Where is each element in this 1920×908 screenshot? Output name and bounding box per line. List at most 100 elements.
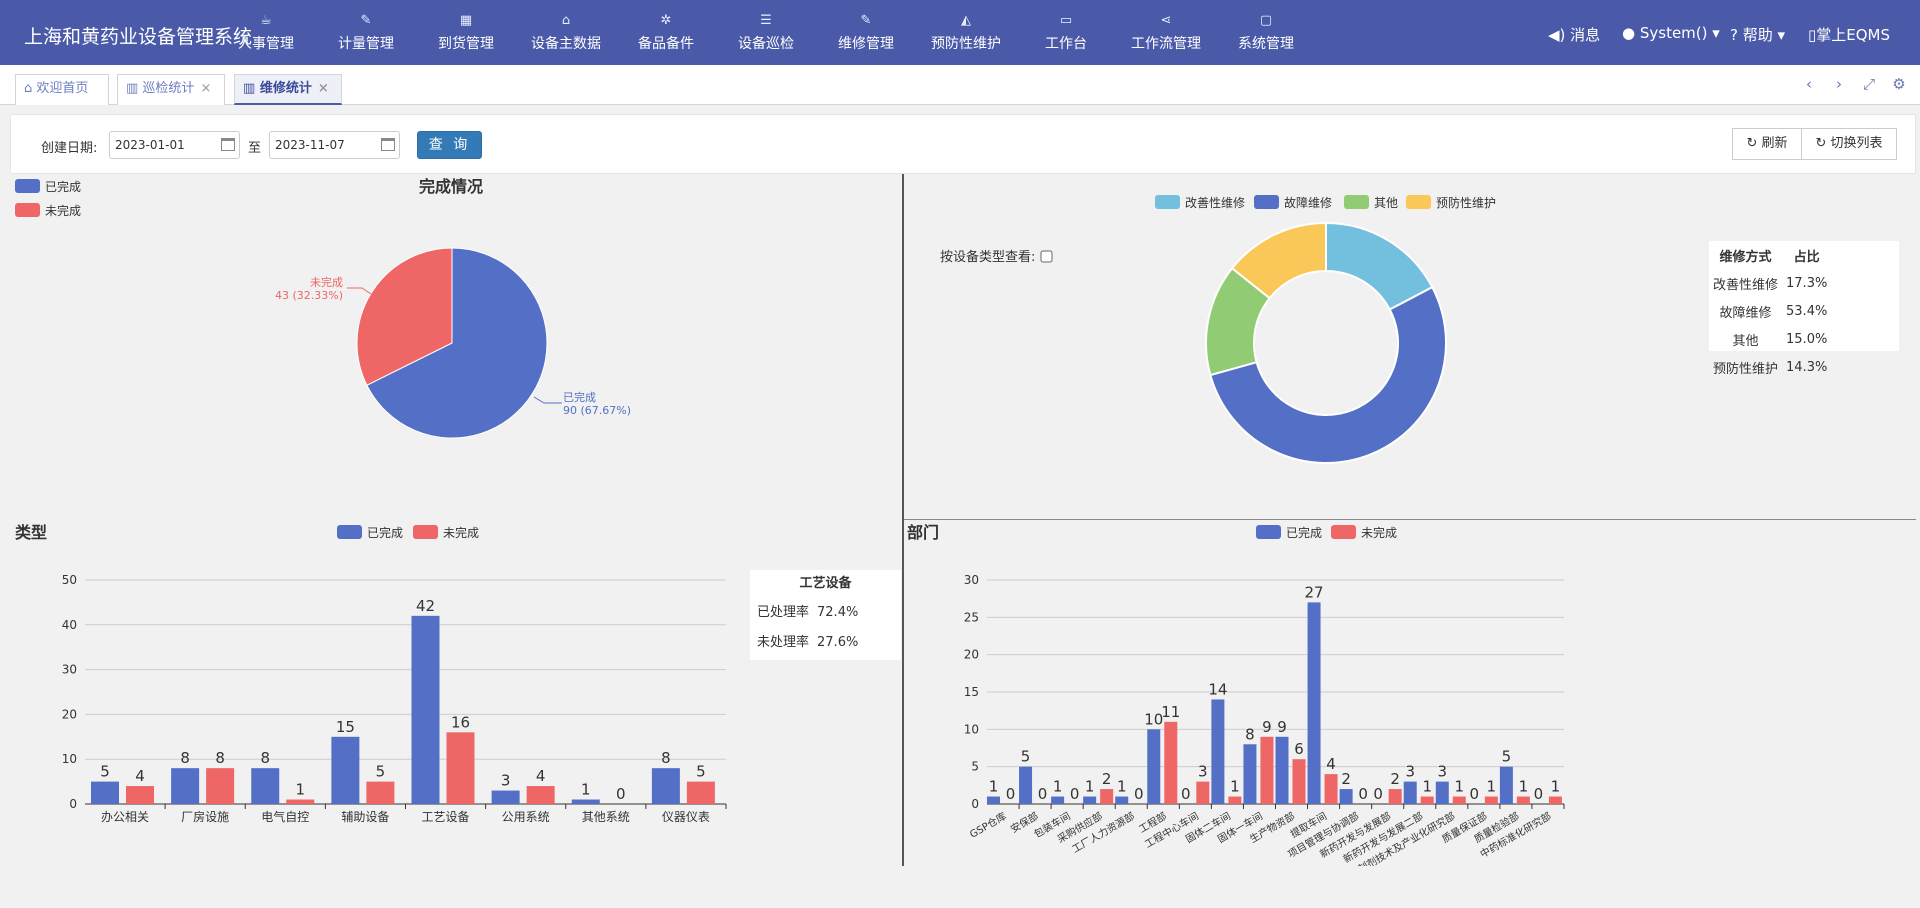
pie-slice[interactable] [356, 247, 453, 386]
bar[interactable] [171, 768, 200, 804]
pie-slice[interactable] [366, 247, 548, 439]
legend-swatch[interactable] [1331, 525, 1356, 539]
bar-value-label: 27 [1305, 583, 1324, 601]
legend-swatch[interactable] [1155, 195, 1180, 209]
nav-item[interactable]: ▭ 工作台 [1016, 12, 1116, 53]
legend-swatch[interactable] [1254, 195, 1279, 209]
close-icon[interactable]: × [317, 81, 329, 96]
bar[interactable] [1403, 781, 1417, 804]
bar[interactable] [1260, 736, 1274, 804]
legend-swatch[interactable] [1406, 195, 1431, 209]
bar[interactable] [1324, 774, 1338, 804]
coffee-icon: ☕ [260, 13, 272, 28]
bar[interactable] [686, 781, 715, 804]
tab-welcome[interactable]: ⌂ 欢迎首页 [15, 74, 109, 105]
bar[interactable] [446, 732, 475, 804]
refresh-button[interactable]: ↻ 刷新 [1732, 128, 1802, 160]
bar[interactable] [411, 615, 440, 804]
legend-label[interactable]: 改善性维修 [1185, 195, 1245, 210]
bar[interactable] [491, 790, 520, 804]
bar[interactable] [1164, 721, 1178, 804]
user-menu[interactable]: ● System() ▾ [1622, 24, 1720, 42]
bar[interactable] [286, 799, 315, 804]
help-menu[interactable]: ? 帮助 ▾ [1730, 26, 1786, 44]
legend-swatch[interactable] [337, 525, 362, 539]
bar[interactable] [1499, 766, 1513, 804]
donut-slice[interactable] [1209, 285, 1447, 464]
legend-label[interactable]: 故障维修 [1284, 195, 1332, 210]
bar[interactable] [571, 799, 600, 804]
donut-slice[interactable] [1230, 221, 1327, 300]
bar[interactable] [1484, 796, 1498, 804]
nav-item[interactable]: ⋖ 工作流管理 [1116, 12, 1216, 53]
nav-item[interactable]: ▦ 到货管理 [416, 12, 516, 53]
legend-label[interactable]: 预防性维护 [1436, 195, 1496, 210]
bar[interactable] [1083, 796, 1097, 804]
nav-item[interactable]: ◭ 预防性维护 [916, 12, 1016, 53]
switch-table-button[interactable]: ↻ 切换列表 [1801, 128, 1897, 160]
legend-label[interactable]: 其他 [1374, 196, 1398, 210]
start-date-input[interactable]: 2023-01-01 [109, 131, 240, 159]
close-icon[interactable]: × [200, 81, 212, 96]
nav-item-label: 系统管理 [1238, 36, 1294, 52]
bar[interactable] [1196, 781, 1210, 804]
bar-value-label: 3 [1405, 763, 1415, 781]
bar[interactable] [1275, 736, 1289, 804]
legend-label[interactable]: 已完成 [367, 525, 403, 540]
legend-swatch[interactable] [413, 525, 438, 539]
bar[interactable] [1516, 796, 1530, 804]
legend-label[interactable]: 已完成 [1286, 525, 1322, 540]
chevron-left-icon[interactable]: ‹ [1806, 75, 1812, 93]
device-type-checkbox[interactable] [1040, 250, 1053, 263]
legend-swatch[interactable] [15, 203, 40, 217]
bar[interactable] [1051, 796, 1065, 804]
bar[interactable] [1243, 744, 1257, 804]
tab-inspection-stats[interactable]: ▥ 巡检统计 × [117, 74, 225, 105]
legend-label[interactable]: 未完成 [443, 525, 479, 540]
bar[interactable] [1292, 759, 1306, 804]
nav-item[interactable]: ✎ 维修管理 [816, 12, 916, 53]
bar[interactable] [1339, 789, 1353, 804]
nav-item[interactable]: ⌂ 设备主数据 [516, 12, 616, 53]
bar[interactable] [1115, 796, 1129, 804]
bar[interactable] [1019, 766, 1033, 804]
bar[interactable] [987, 796, 1000, 804]
chevron-right-icon[interactable]: › [1836, 75, 1842, 93]
bar[interactable] [126, 786, 154, 804]
messages-link[interactable]: ◀) 消息 [1548, 26, 1601, 44]
tab-repair-stats[interactable]: ▥ 维修统计 × [234, 74, 342, 105]
bar[interactable] [1420, 796, 1434, 804]
end-date-input[interactable]: 2023-11-07 [269, 131, 400, 159]
bar[interactable] [331, 736, 360, 804]
legend-label[interactable]: 未完成 [45, 203, 81, 218]
gear-icon[interactable]: ⚙ [1892, 75, 1906, 93]
nav-item[interactable]: ☰ 设备巡检 [716, 12, 816, 53]
nav-item[interactable]: ▢ 系统管理 [1216, 12, 1316, 53]
nav-item[interactable]: ✎ 计量管理 [316, 12, 416, 53]
legend-label[interactable]: 未完成 [1361, 525, 1397, 540]
bar[interactable] [251, 768, 280, 804]
legend-swatch[interactable] [15, 179, 40, 193]
legend-label[interactable]: 已完成 [45, 179, 81, 194]
bar[interactable] [1548, 796, 1562, 804]
bar[interactable] [651, 768, 680, 804]
bar[interactable] [1435, 781, 1449, 804]
query-button[interactable]: 查 询 [417, 131, 482, 159]
bar[interactable] [91, 781, 119, 804]
fullscreen-icon[interactable]: ⤢ [1862, 75, 1875, 93]
bar[interactable] [1452, 796, 1466, 804]
nav-item[interactable]: ☕ 人事管理 [216, 12, 316, 53]
bar[interactable] [1307, 602, 1321, 804]
bar[interactable] [526, 786, 555, 804]
bar[interactable] [1228, 796, 1242, 804]
legend-swatch[interactable] [1344, 195, 1369, 209]
bar[interactable] [366, 781, 395, 804]
mobile-eqms-link[interactable]: ▯掌上EQMS [1808, 26, 1891, 44]
bar[interactable] [1100, 789, 1114, 804]
bar[interactable] [1388, 789, 1402, 804]
bar[interactable] [1147, 729, 1161, 804]
bar[interactable] [206, 768, 235, 804]
legend-swatch[interactable] [1256, 525, 1281, 539]
nav-item[interactable]: ✲ 备品备件 [616, 12, 716, 53]
bar[interactable] [1211, 699, 1225, 804]
